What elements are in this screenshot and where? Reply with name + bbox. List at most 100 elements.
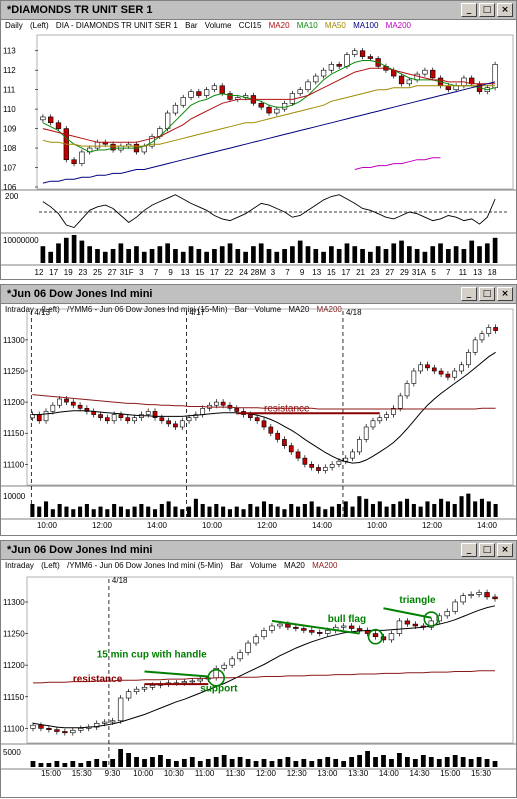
volume-axis-label: 5000 xyxy=(3,748,21,757)
volume-bar xyxy=(188,246,194,263)
close-button[interactable]: × xyxy=(497,287,513,301)
volume-bar xyxy=(134,246,139,263)
chart-window-5min[interactable]: *Jun 06 Dow Jones Ind mini _ □ × Intraday … xyxy=(0,540,517,798)
minimize-button[interactable]: _ xyxy=(461,3,477,17)
volume-bar xyxy=(473,501,478,517)
x-tick-label: 11:30 xyxy=(226,769,246,778)
candle-body xyxy=(152,411,158,418)
header-axis: (Left) xyxy=(30,21,49,30)
x-tick-label: 13:30 xyxy=(348,769,369,778)
minimize-button[interactable]: _ xyxy=(461,543,477,557)
y-tick-label: 110 xyxy=(3,105,16,114)
header-volume: Volume xyxy=(204,21,232,30)
candle-body xyxy=(43,411,49,422)
volume-bar xyxy=(253,761,259,767)
close-button[interactable]: × xyxy=(497,3,513,17)
candle-body xyxy=(309,630,315,633)
candle-body xyxy=(70,401,76,406)
volume-bar xyxy=(309,761,315,767)
candle-body xyxy=(444,611,450,617)
volume-bar xyxy=(150,757,155,767)
candle-body xyxy=(468,594,474,596)
volume-bar xyxy=(452,504,457,517)
window-titlebar[interactable]: *Jun 06 Dow Jones Ind mini _ □ × xyxy=(1,541,516,560)
volume-bar xyxy=(50,509,55,517)
volume-bar xyxy=(459,496,464,517)
candle-body xyxy=(336,460,342,465)
candle-body xyxy=(40,116,46,121)
window-titlebar[interactable]: *Jun 06 Dow Jones Ind mini _ □ × xyxy=(1,285,516,304)
y-tick-label: 11250 xyxy=(3,367,25,376)
candle-body xyxy=(274,108,280,114)
annotation-support: support xyxy=(200,684,238,695)
volume-bar xyxy=(391,243,397,263)
volume-bar xyxy=(305,246,311,263)
volume-bar xyxy=(187,506,192,517)
x-tick-label: 12:00 xyxy=(422,521,443,530)
volume-bar xyxy=(173,761,179,767)
volume-bar xyxy=(282,249,287,263)
minimize-button[interactable]: _ xyxy=(461,287,477,301)
candle-body xyxy=(248,414,253,418)
x-tick-label: 10:00 xyxy=(37,521,58,530)
volume-bar xyxy=(30,761,36,767)
candle-body xyxy=(229,658,235,666)
volume-bar xyxy=(317,759,323,767)
candle-body xyxy=(227,93,233,100)
candle-body xyxy=(445,373,451,378)
y-tick-label: 11200 xyxy=(3,661,25,670)
header-volume: Volume xyxy=(254,305,282,314)
maximize-button[interactable]: □ xyxy=(479,543,495,557)
candle-body xyxy=(472,339,478,353)
volume-bar xyxy=(98,506,103,517)
series-line-ma20 xyxy=(32,605,496,729)
x-tick-label: 17 xyxy=(210,268,219,277)
candle-body xyxy=(282,439,287,446)
window-titlebar[interactable]: *DIAMONDS TR UNIT SER 1 _ □ × xyxy=(1,1,516,20)
candle-body xyxy=(79,151,85,164)
series-line-ma200 xyxy=(32,394,496,410)
volume-bar xyxy=(126,249,131,263)
window-title: *DIAMONDS TR UNIT SER 1 xyxy=(7,4,153,16)
volume-bar xyxy=(166,501,171,517)
volume-bar xyxy=(368,251,373,263)
volume-bar xyxy=(336,249,342,263)
candle-body xyxy=(486,327,492,334)
volume-bar xyxy=(452,755,458,767)
legend-ma50: MA50 xyxy=(324,21,346,30)
volume-bar xyxy=(384,506,389,517)
y-tick-label: 11100 xyxy=(3,724,25,733)
volume-bar xyxy=(333,759,339,767)
volume-bar xyxy=(241,509,246,517)
volume-bar xyxy=(405,498,410,517)
maximize-button[interactable]: □ xyxy=(479,3,495,17)
volume-bar xyxy=(118,749,123,767)
chart-window-15min[interactable]: *Jun 06 Dow Jones Ind mini _ □ × Intraday … xyxy=(0,284,517,536)
candle-body xyxy=(221,664,227,669)
volume-bar xyxy=(430,246,436,263)
candle-body xyxy=(357,439,362,453)
x-tick-label: 3 xyxy=(271,268,276,277)
volume-bar xyxy=(268,504,273,517)
volume-bar xyxy=(193,498,198,517)
chart-window-daily[interactable]: *DIAMONDS TR UNIT SER 1 _ □ × Daily (Left)… xyxy=(0,0,517,280)
candle-body xyxy=(359,50,366,57)
candle-body xyxy=(397,395,403,409)
volume-bar xyxy=(159,504,164,517)
x-tick-label: 12:30 xyxy=(287,769,308,778)
legend-ma20: MA20 xyxy=(283,561,305,570)
x-tick-label: 14:00 xyxy=(477,521,498,530)
volume-bar xyxy=(349,757,355,767)
close-button[interactable]: × xyxy=(497,543,513,557)
candle-body xyxy=(281,102,288,110)
volume-bar xyxy=(344,243,350,263)
candle-body xyxy=(46,728,52,730)
maximize-button[interactable]: □ xyxy=(479,287,495,301)
series-line-ma10 xyxy=(42,60,496,153)
candle-body xyxy=(111,414,117,422)
candle-body xyxy=(55,122,62,129)
y-tick-label: 113 xyxy=(3,47,16,56)
volume-bar xyxy=(418,506,423,517)
candle-body xyxy=(193,414,199,418)
volume-bar xyxy=(79,240,85,263)
